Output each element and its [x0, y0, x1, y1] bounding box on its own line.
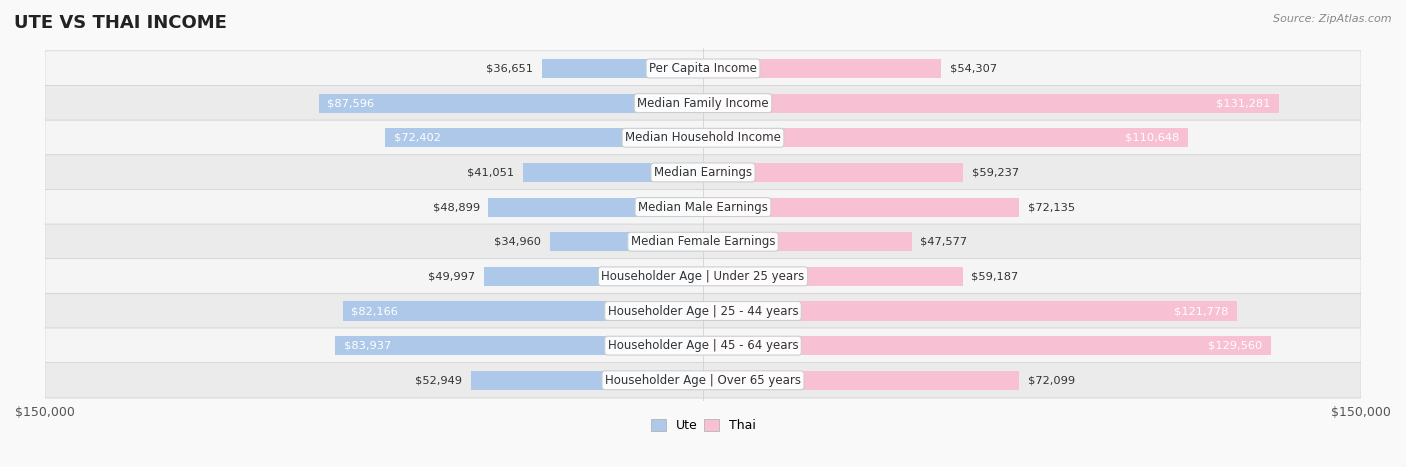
Bar: [703, 198, 1019, 217]
Bar: [484, 267, 703, 286]
Text: $59,237: $59,237: [972, 167, 1019, 177]
FancyBboxPatch shape: [45, 190, 1361, 225]
Text: $54,307: $54,307: [950, 64, 997, 73]
Bar: [703, 336, 1271, 355]
Text: Median Female Earnings: Median Female Earnings: [631, 235, 775, 248]
Text: Per Capita Income: Per Capita Income: [650, 62, 756, 75]
Text: $82,166: $82,166: [352, 306, 398, 316]
Text: $41,051: $41,051: [467, 167, 515, 177]
FancyBboxPatch shape: [45, 120, 1361, 156]
Bar: [343, 302, 703, 320]
Text: $72,402: $72,402: [394, 133, 441, 143]
Text: Source: ZipAtlas.com: Source: ZipAtlas.com: [1274, 14, 1392, 24]
Text: Median Earnings: Median Earnings: [654, 166, 752, 179]
Bar: [523, 163, 703, 182]
Text: Householder Age | Over 65 years: Householder Age | Over 65 years: [605, 374, 801, 387]
Text: $131,281: $131,281: [1216, 98, 1270, 108]
Bar: [703, 232, 911, 251]
Text: $83,937: $83,937: [343, 340, 391, 351]
Bar: [703, 163, 963, 182]
Bar: [385, 128, 703, 147]
Legend: Ute, Thai: Ute, Thai: [645, 414, 761, 437]
Text: Householder Age | 25 - 44 years: Householder Age | 25 - 44 years: [607, 304, 799, 318]
FancyBboxPatch shape: [45, 293, 1361, 329]
Text: $52,949: $52,949: [415, 375, 463, 385]
Text: $87,596: $87,596: [328, 98, 374, 108]
Text: $129,560: $129,560: [1208, 340, 1263, 351]
Text: $72,135: $72,135: [1028, 202, 1076, 212]
FancyBboxPatch shape: [45, 363, 1361, 398]
Text: $36,651: $36,651: [486, 64, 533, 73]
Text: $59,187: $59,187: [972, 271, 1019, 281]
Bar: [550, 232, 703, 251]
Bar: [703, 302, 1237, 320]
FancyBboxPatch shape: [45, 155, 1361, 190]
Bar: [703, 371, 1019, 390]
Text: $110,648: $110,648: [1125, 133, 1180, 143]
Text: $48,899: $48,899: [433, 202, 479, 212]
Text: $49,997: $49,997: [427, 271, 475, 281]
Text: $47,577: $47,577: [921, 237, 967, 247]
Text: UTE VS THAI INCOME: UTE VS THAI INCOME: [14, 14, 226, 32]
Bar: [488, 198, 703, 217]
Bar: [471, 371, 703, 390]
Bar: [703, 93, 1279, 113]
Text: $121,778: $121,778: [1174, 306, 1229, 316]
Bar: [319, 93, 703, 113]
Text: Median Household Income: Median Household Income: [626, 131, 780, 144]
Bar: [703, 267, 963, 286]
Text: $34,960: $34,960: [494, 237, 541, 247]
FancyBboxPatch shape: [45, 259, 1361, 294]
Bar: [543, 59, 703, 78]
Text: Median Male Earnings: Median Male Earnings: [638, 200, 768, 213]
Text: $72,099: $72,099: [1028, 375, 1076, 385]
FancyBboxPatch shape: [45, 51, 1361, 86]
Bar: [335, 336, 703, 355]
Bar: [703, 128, 1188, 147]
FancyBboxPatch shape: [45, 328, 1361, 363]
Bar: [703, 59, 941, 78]
FancyBboxPatch shape: [45, 224, 1361, 259]
Text: Householder Age | Under 25 years: Householder Age | Under 25 years: [602, 270, 804, 283]
FancyBboxPatch shape: [45, 85, 1361, 121]
Text: Householder Age | 45 - 64 years: Householder Age | 45 - 64 years: [607, 339, 799, 352]
Text: Median Family Income: Median Family Income: [637, 97, 769, 110]
